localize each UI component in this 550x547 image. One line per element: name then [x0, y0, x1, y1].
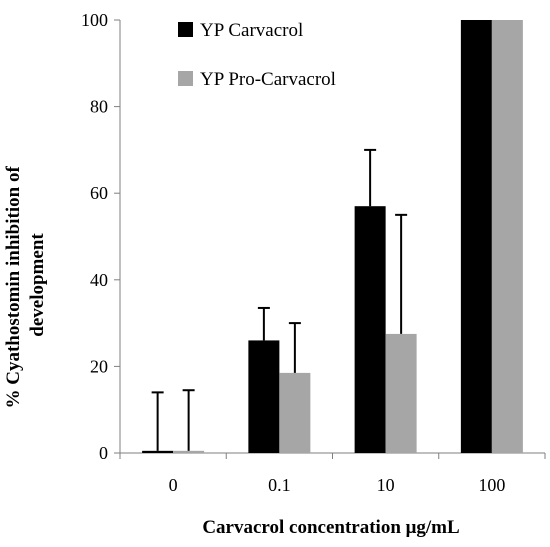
y-tick-label: 0	[99, 443, 108, 463]
y-tick-label: 20	[90, 356, 108, 376]
legend-label: YP Pro-Carvacrol	[200, 69, 336, 90]
plot-area: 0 20 40 60 80 100 0 0.1 10 100	[81, 10, 546, 495]
x-tick-label: 10	[377, 475, 395, 495]
bar	[173, 450, 205, 453]
bar	[385, 333, 417, 453]
y-tick-label: 80	[90, 97, 108, 117]
x-tick-label: 0.1	[268, 475, 291, 495]
bar	[460, 20, 492, 453]
y-tick-label: 40	[90, 270, 108, 290]
legend-label: YP Carvacrol	[200, 20, 303, 41]
legend: YP Carvacrol YP Pro-Carvacrol	[178, 20, 336, 90]
x-tick-label: 0	[169, 475, 178, 495]
y-axis-title-line2: development	[27, 233, 48, 337]
y-tick-label: 60	[90, 183, 108, 203]
x-axis-title: Carvacrol concentration μg/mL	[202, 517, 459, 538]
bar	[248, 340, 280, 453]
bar	[142, 450, 174, 453]
x-tick-label: 100	[478, 475, 505, 495]
bar	[354, 206, 386, 453]
bar	[279, 372, 311, 453]
y-tick-label: 100	[81, 10, 108, 30]
legend-swatch	[178, 22, 193, 37]
legend-swatch	[178, 71, 193, 86]
y-axis-title: % Cyathostomin inhibition of development	[3, 161, 48, 408]
y-axis-title-line1: % Cyathostomin inhibition of	[3, 166, 24, 409]
bar	[491, 20, 523, 453]
